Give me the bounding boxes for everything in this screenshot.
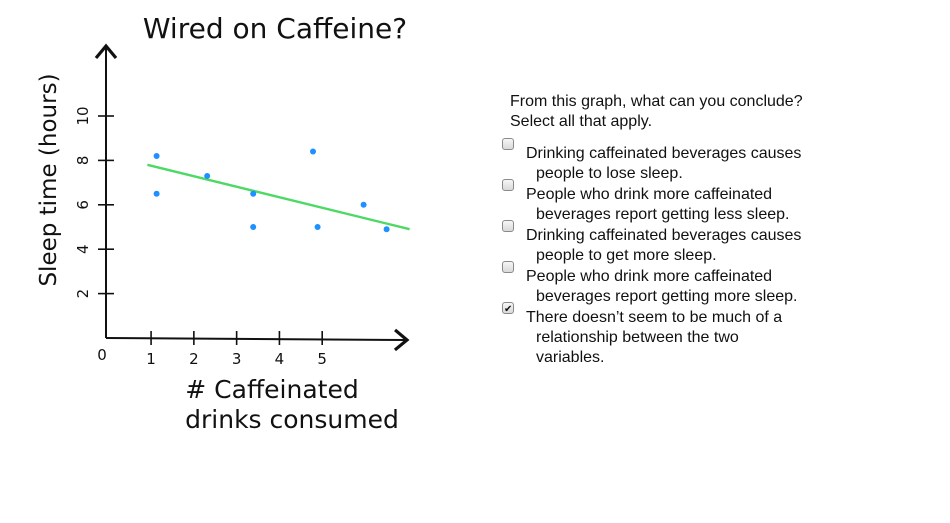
answer-option[interactable]: People who drink more caffeinated beverag…: [502, 261, 930, 307]
data-point: [314, 224, 321, 230]
y-tick-label: 4: [74, 244, 92, 254]
trendline-group: [147, 163, 410, 231]
answer-checkbox[interactable]: [502, 138, 514, 150]
data-point: [360, 201, 367, 208]
y-axis-label: Sleep time (hours): [36, 73, 62, 286]
question-prompt: From this graph, what can you conclude?: [510, 93, 803, 110]
question-panel: From this graph, what can you conclude? …: [502, 92, 930, 369]
y-tick-label: 10: [74, 106, 92, 125]
answer-text-line: people to lose sleep.: [536, 165, 683, 182]
chart-title: Wired on Caffeine?: [143, 12, 407, 45]
data-point: [250, 190, 257, 197]
answer-text: People who drink more caffeinated beverag…: [526, 267, 930, 307]
answer-text-line: Drinking caffeinated beverages causes: [526, 227, 802, 244]
answer-option[interactable]: Drinking caffeinated beverages causes peo…: [502, 220, 930, 266]
tick-marks: 1 2 3 4 5 2 4 6 8 10: [74, 106, 327, 368]
answer-text-line: People who drink more caffeinated: [526, 268, 773, 285]
answer-text: Drinking caffeinated beverages causes peo…: [526, 144, 930, 184]
x-axis-label-line2: drinks consumed: [185, 405, 399, 434]
x-tick-label: 1: [146, 350, 156, 368]
x-tick-label: 2: [189, 350, 199, 368]
answer-option[interactable]: Drinking caffeinated beverages causes peo…: [502, 138, 930, 184]
scatter-graph: Wired on Caffeine? Sleep time (hours) # …: [36, 12, 410, 434]
question-instruction: Select all that apply.: [510, 113, 653, 130]
points-group: [153, 148, 390, 233]
answer-checkbox[interactable]: [502, 179, 514, 191]
answer-text-line: variables.: [536, 349, 605, 366]
chart-svg: Wired on Caffeine? Sleep time (hours) # …: [36, 12, 410, 434]
answer-text-line: relationship between the two: [536, 329, 739, 346]
data-point: [310, 148, 316, 155]
data-point: [153, 190, 160, 197]
trendline: [147, 163, 410, 231]
answer-text-line: People who drink more caffeinated: [526, 186, 773, 203]
data-point: [383, 226, 390, 233]
y-tick-label: 8: [74, 156, 92, 166]
data-point: [250, 224, 257, 230]
answer-checkbox[interactable]: [502, 220, 514, 232]
answer-text: There doesn’t seem to be much of a relati…: [526, 308, 930, 368]
answer-text-line: beverages report getting less sleep.: [536, 206, 790, 223]
axes: [94, 43, 410, 352]
y-tick-label: 2: [74, 289, 92, 299]
answer-text: People who drink more caffeinated beverag…: [526, 185, 930, 225]
data-point: [153, 152, 160, 159]
answer-option[interactable]: There doesn’t seem to be much of a relati…: [502, 300, 930, 368]
answer-text-line: beverages report getting more sleep.: [536, 288, 798, 305]
answer-options: Drinking caffeinated beverages causes peo…: [502, 138, 930, 368]
answer-text: Drinking caffeinated beverages causes peo…: [526, 226, 930, 266]
answer-text-line: Drinking caffeinated beverages causes: [526, 145, 802, 162]
x-tick-label: 5: [317, 350, 327, 368]
answer-text-line: people to get more sleep.: [536, 247, 717, 264]
x-tick-label: 3: [232, 350, 242, 368]
x-axis-label-line1: # Caffeinated: [185, 375, 358, 404]
x-tick-label: 4: [275, 350, 285, 368]
origin-label: 0: [97, 346, 107, 364]
answer-option[interactable]: People who drink more caffeinated beverag…: [502, 179, 930, 225]
answer-text-line: There doesn’t seem to be much of a: [526, 309, 783, 326]
answer-checkbox[interactable]: [502, 261, 514, 273]
y-tick-label: 6: [74, 200, 92, 210]
x-axis-line: [105, 328, 410, 352]
data-point: [204, 172, 211, 179]
answer-checkbox[interactable]: [502, 300, 514, 320]
